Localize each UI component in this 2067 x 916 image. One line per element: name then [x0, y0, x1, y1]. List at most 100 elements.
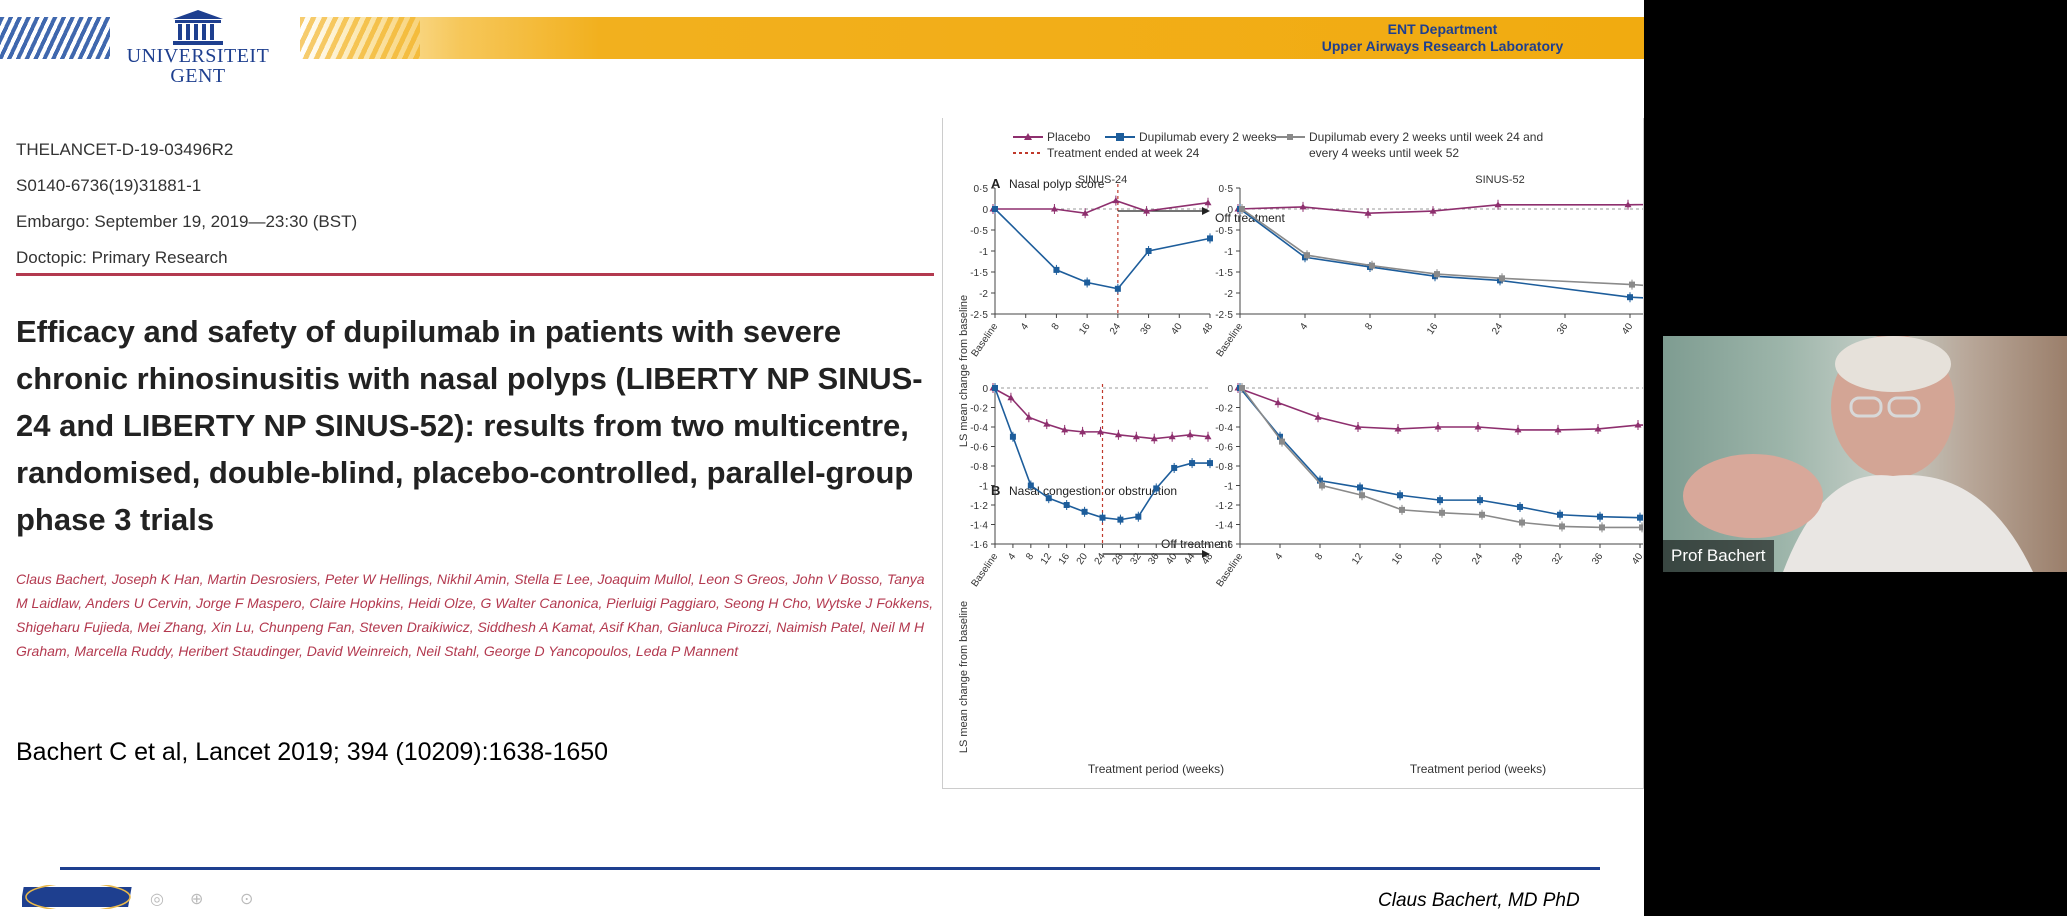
data-point: [1186, 431, 1194, 438]
data-point: [1359, 492, 1365, 499]
x-tick-label: 20: [1430, 551, 1446, 567]
arrow-head-icon: [1202, 550, 1210, 558]
data-point: [1145, 248, 1152, 254]
data-point: [1114, 285, 1121, 292]
data-point: [1132, 433, 1140, 440]
x-axis-label-b2: Treatment period (weeks): [1410, 762, 1546, 776]
y-tick-label: -0·6: [1215, 443, 1233, 454]
series-line: [993, 199, 1209, 215]
y-tick-label: -0·2: [1215, 404, 1233, 415]
results-figure: Placebo Dupilumab every 2 weeks Dupiluma…: [942, 118, 1644, 789]
data-point: [1434, 271, 1440, 278]
data-point: [1429, 207, 1437, 214]
y-tick-label: -0·6: [970, 443, 988, 454]
zoom-icon[interactable]: ⊕: [190, 891, 204, 908]
data-point: [1204, 433, 1212, 440]
y-tick-label: -1: [979, 482, 988, 493]
data-point: [1045, 495, 1052, 502]
x-tick-label: 20: [1075, 551, 1091, 567]
y-tick-label: -0·2: [970, 404, 988, 415]
y-tick-label: -1·2: [970, 501, 988, 512]
legend-placebo: Placebo: [1047, 130, 1091, 144]
x-tick-label: 28: [1510, 551, 1526, 567]
y-tick-label: -1·2: [1215, 501, 1233, 512]
data-point: [1554, 426, 1562, 433]
x-tick-label: 40: [1630, 551, 1643, 567]
y-tick-label: -1: [979, 247, 988, 258]
placebo-marker-icon: [1024, 133, 1032, 140]
series-line: [994, 208, 1211, 290]
switch-marker-icon: [1287, 134, 1293, 140]
x-tick-label: 16: [1425, 321, 1441, 337]
data-point: [1634, 421, 1642, 428]
y-tick-label: -0·4: [1215, 423, 1233, 434]
data-point: [1079, 428, 1087, 435]
y-tick-label: -1·4: [1215, 521, 1233, 532]
data-point: [1627, 294, 1633, 301]
data-point: [1477, 497, 1483, 504]
figure-chart: Placebo Dupilumab every 2 weeks Dupiluma…: [958, 130, 1644, 776]
x-tick-label: 12: [1039, 551, 1055, 567]
x-tick-label: 48: [1200, 321, 1216, 337]
manuscript-id: THELANCET-D-19-03496R2: [16, 140, 234, 159]
data-point: [1009, 433, 1016, 440]
data-point: [1369, 262, 1375, 269]
data-point: [1637, 514, 1643, 521]
presenter-name: Claus Bachert, MD PhD: [1378, 890, 1580, 911]
y-axis-label-a: LS mean change from baseline: [958, 295, 970, 447]
logo-line1: UNIVERSITEIT: [126, 45, 270, 67]
data-point: [1081, 209, 1089, 216]
data-point: [1027, 482, 1034, 489]
data-point: [1043, 420, 1051, 427]
x-tick-label: 40: [1620, 321, 1636, 337]
data-point: [1025, 413, 1033, 420]
y-tick-label: -1·6: [1215, 540, 1233, 551]
data-point: [1624, 201, 1632, 208]
data-point: [1061, 426, 1069, 433]
data-point: [1317, 477, 1323, 484]
data-point: [1364, 209, 1372, 216]
figure-legend: Placebo Dupilumab every 2 weeks Dupiluma…: [1013, 130, 1543, 160]
off-treatment-label-a: Off treatment: [1215, 211, 1285, 225]
data-point: [1135, 513, 1142, 520]
series-line: [1237, 203, 1644, 215]
data-point: [1168, 433, 1176, 440]
data-point: [992, 206, 998, 212]
data-point: [1171, 464, 1178, 471]
data-point: [1279, 438, 1285, 445]
panel-a-title: Nasal polyp score: [1009, 177, 1105, 191]
paper-title: Efficacy and safety of dupilumab in pati…: [16, 314, 923, 537]
citation: Bachert C et al, Lancet 2019; 394 (10209…: [16, 738, 609, 766]
data-point: [1239, 385, 1245, 391]
data-point: [1599, 524, 1605, 531]
y-tick-label: -2: [979, 289, 988, 300]
data-point: [1112, 197, 1120, 204]
data-point: [1050, 205, 1058, 212]
doi-code: S0140-6736(19)31881-1: [16, 176, 202, 195]
y-tick-label: -0·5: [970, 226, 988, 237]
more-icon[interactable]: ⊙: [240, 891, 254, 908]
data-point: [1594, 425, 1602, 432]
x-tick-label: Baseline: [969, 321, 1000, 359]
data-point: [1474, 423, 1482, 430]
x-tick-label: 4: [1273, 551, 1285, 562]
data-point: [1081, 508, 1088, 515]
y-axis-label-b: LS mean change from baseline: [958, 601, 970, 753]
data-point: [1314, 413, 1322, 420]
series-line: [1241, 208, 1644, 287]
y-tick-label: 0·5: [974, 184, 989, 195]
y-tick-label: -1·5: [1215, 268, 1233, 279]
data-point: [1597, 513, 1603, 520]
banner-stripes: [0, 17, 110, 59]
participant-video-tile[interactable]: Prof Bachert: [1663, 336, 2067, 572]
data-point: [1063, 502, 1070, 508]
x-tick-label: 8: [1313, 551, 1325, 562]
data-point: [1519, 519, 1525, 526]
data-point: [1629, 281, 1635, 288]
x-tick-label: 12: [1350, 551, 1366, 567]
data-point: [1514, 426, 1522, 433]
x-tick-label: 4: [1006, 551, 1018, 562]
control-icon[interactable]: ◎: [150, 891, 164, 908]
arrow-head-icon: [1202, 207, 1210, 215]
